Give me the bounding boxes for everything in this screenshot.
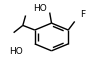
Text: HO: HO	[9, 47, 23, 56]
Text: HO: HO	[33, 4, 47, 13]
Text: F: F	[80, 10, 86, 19]
